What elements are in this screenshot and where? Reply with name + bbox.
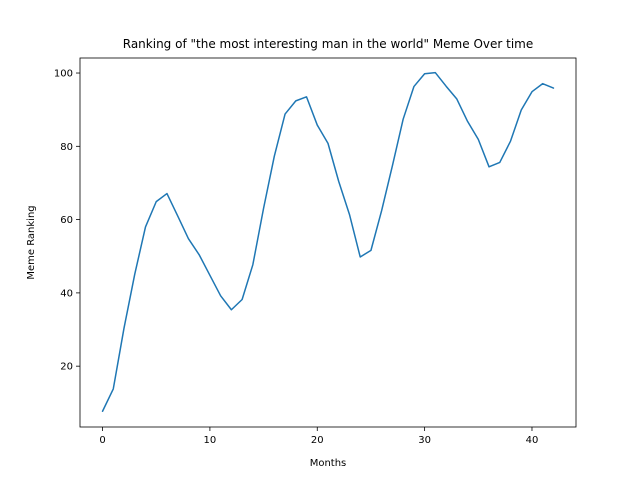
y-tick-label: 40 <box>60 288 73 299</box>
series-line <box>101 71 555 412</box>
plot-area <box>80 58 576 427</box>
chart-title: Ranking of "the most interesting man in … <box>123 37 533 51</box>
y-tick-label: 20 <box>60 362 73 373</box>
axis-ticks: 0 10 20 30 40 20 40 60 80 100 <box>54 69 538 446</box>
y-tick-label: 100 <box>54 69 73 80</box>
y-tick-label: 80 <box>60 142 73 153</box>
x-tick-label: 40 <box>526 435 539 446</box>
x-axis-label: Months <box>310 458 347 469</box>
x-tick-label: 10 <box>204 435 217 446</box>
plot-frame <box>79 57 577 428</box>
y-tick-label: 60 <box>60 215 73 226</box>
x-tick-label: 30 <box>418 435 431 446</box>
x-tick-label: 20 <box>311 435 324 446</box>
x-tick-label: 0 <box>99 435 105 446</box>
y-axis-label: Meme Ranking <box>26 205 37 279</box>
